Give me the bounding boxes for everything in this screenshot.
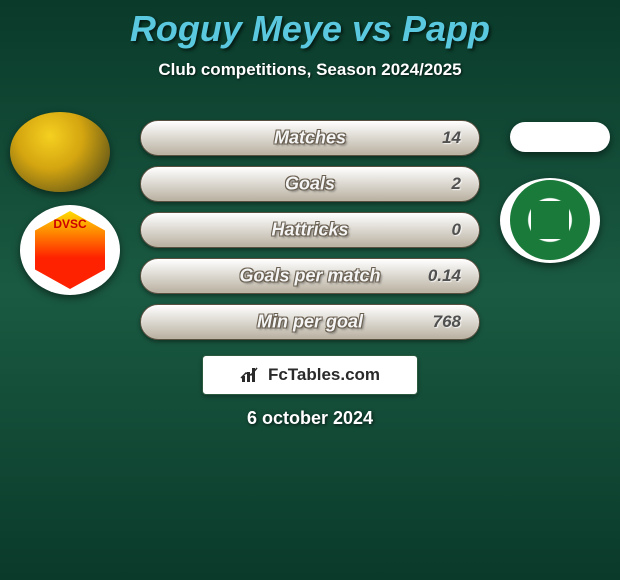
player-left-avatar <box>10 112 110 192</box>
green-crest-icon <box>510 180 590 260</box>
stat-label: Goals <box>285 174 335 195</box>
brand-badge[interactable]: FcTables.com <box>202 355 418 395</box>
stat-row-matches: Matches 14 <box>140 120 480 156</box>
stat-value-right: 14 <box>442 128 461 148</box>
stat-value-right: 768 <box>433 312 461 332</box>
stat-value-right: 0 <box>452 220 461 240</box>
stat-value-right: 2 <box>452 174 461 194</box>
stat-label: Matches <box>274 128 346 149</box>
page-title: Roguy Meye vs Papp <box>0 0 620 50</box>
bar-chart-icon <box>240 366 262 384</box>
club-left-crest: DVSC <box>20 205 120 295</box>
stat-row-hattricks: Hattricks 0 <box>140 212 480 248</box>
date-label: 6 october 2024 <box>0 408 620 429</box>
dvsc-crest-label: DVSC <box>35 217 105 231</box>
stat-label: Hattricks <box>271 220 348 241</box>
stat-value-right: 0.14 <box>428 266 461 286</box>
stat-row-mpg: Min per goal 768 <box>140 304 480 340</box>
stat-label: Min per goal <box>257 312 363 333</box>
stat-label: Goals per match <box>239 266 380 287</box>
stat-row-goals: Goals 2 <box>140 166 480 202</box>
stats-container: Matches 14 Goals 2 Hattricks 0 Goals per… <box>140 120 480 350</box>
stat-row-gpm: Goals per match 0.14 <box>140 258 480 294</box>
brand-text: FcTables.com <box>268 365 380 385</box>
player-right-avatar <box>510 122 610 152</box>
dvsc-crest-icon: DVSC <box>35 211 105 289</box>
club-right-crest <box>500 178 600 263</box>
subtitle: Club competitions, Season 2024/2025 <box>0 60 620 80</box>
